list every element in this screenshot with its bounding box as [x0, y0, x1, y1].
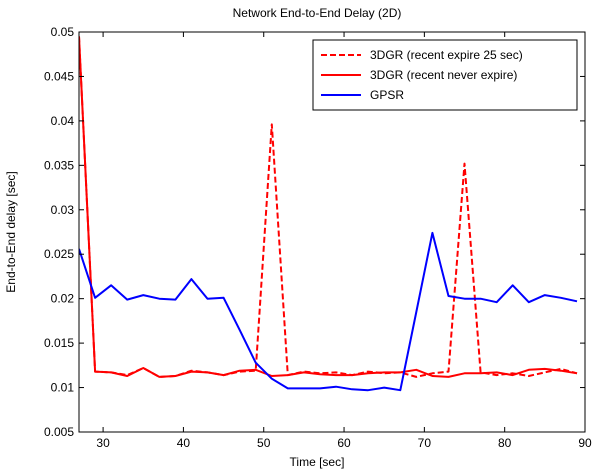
y-axis-label: End-to-End delay [sec] [4, 171, 18, 292]
plot-frame [78, 31, 586, 433]
legend-entry-label: 3DGR (recent never expire) [370, 68, 517, 82]
y-tick-label: 0.035 [44, 158, 74, 172]
x-tick-label: 90 [578, 436, 592, 450]
x-tick-label: 60 [337, 436, 351, 450]
plot-area [79, 36, 578, 392]
y-tick-label: 0.03 [51, 203, 75, 217]
y-tick-label: 0.01 [51, 381, 75, 395]
x-tick-label: 80 [498, 436, 512, 450]
y-tick-label: 0.045 [44, 69, 74, 83]
x-tick-label: 40 [177, 436, 191, 450]
x-tick-label: 70 [418, 436, 432, 450]
y-tick-label: 0.04 [51, 114, 75, 128]
y-tick-label: 0.02 [51, 292, 75, 306]
legend: 3DGR (recent expire 25 sec) 3DGR (recent … [312, 39, 578, 111]
y-tick-label: 0.015 [44, 336, 74, 350]
series-line-2 [79, 36, 578, 378]
y-tick-label: 0.05 [51, 25, 75, 39]
axis-ticks: 30 40 50 60 70 80 90 0.005 0.01 0.015 0.02 0.025 0.0… [44, 25, 592, 450]
x-tick-label: 50 [257, 436, 271, 450]
chart-title: Network End-to-End Delay (2D) [233, 6, 402, 20]
y-tick-label: 0.005 [44, 425, 74, 439]
legend-entry-label: 3DGR (recent expire 25 sec) [370, 48, 523, 62]
x-axis-label: Time [sec] [290, 455, 345, 469]
y-tick-label: 0.025 [44, 247, 74, 261]
series-line-3 [79, 231, 578, 392]
x-tick-label: 30 [96, 436, 110, 450]
legend-entry-label: GPSR [370, 88, 404, 102]
